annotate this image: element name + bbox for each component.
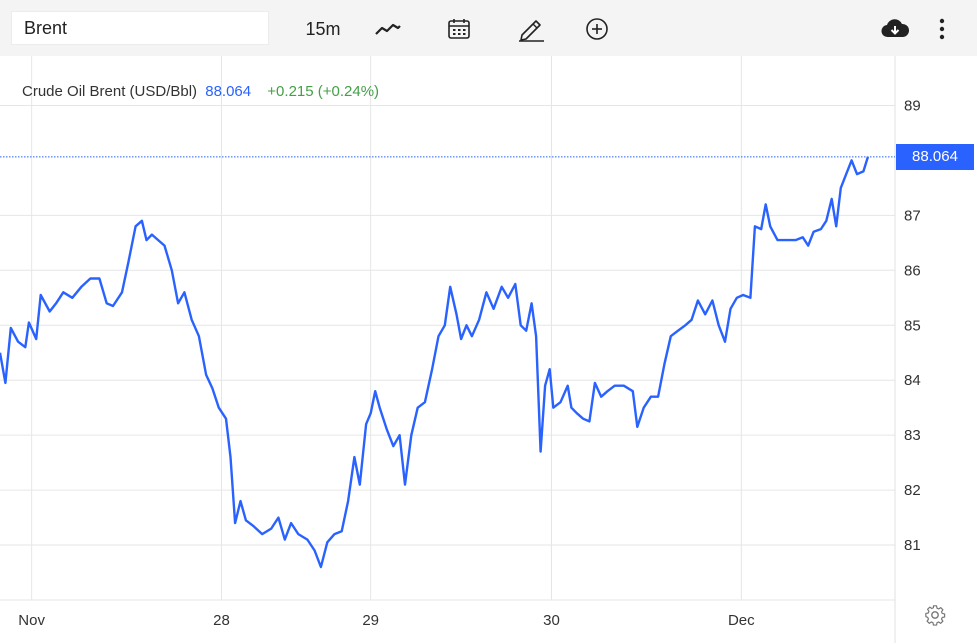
x-tick-label: Nov [18, 612, 45, 629]
grid-vertical [31, 56, 742, 600]
pencil-draw-icon[interactable] [513, 14, 549, 44]
interval-button[interactable]: 15m [305, 18, 341, 39]
add-circle-icon[interactable] [580, 14, 614, 44]
last-price-label: 88.064 [896, 143, 974, 170]
legend-price: 88.064 [205, 83, 252, 100]
x-tick-label: 30 [543, 612, 560, 629]
settings-gear-icon[interactable] [924, 604, 946, 626]
more-vertical-icon[interactable] [930, 14, 954, 44]
line-chart-icon[interactable] [370, 14, 406, 44]
price-series-line [0, 156, 870, 569]
x-axis-labels: Nov 28 29 30 Dec [18, 612, 755, 629]
y-tick-label: 83 [904, 427, 921, 444]
y-tick-label: 89 [904, 97, 921, 114]
y-tick-label: 82 [904, 482, 921, 499]
symbol-input[interactable]: Brent [11, 11, 269, 45]
x-tick-label: Dec [728, 612, 755, 629]
x-tick-label: 29 [362, 612, 379, 629]
y-axis-labels: 81 82 83 84 85 86 87 89 [904, 97, 921, 554]
grid-horizontal [0, 104, 895, 546]
legend-change: +0.215 (+0.24%) [267, 83, 380, 100]
y-tick-label: 81 [904, 537, 921, 554]
legend-name: Crude Oil Brent (USD/Bbl) [22, 83, 198, 100]
cloud-download-icon[interactable] [878, 14, 912, 44]
y-tick-label: 84 [904, 372, 921, 389]
calendar-icon[interactable] [442, 14, 476, 44]
y-tick-label: 87 [904, 207, 921, 224]
chart-legend: Crude Oil Brent (USD/Bbl) 88.064 +0.215 … [22, 83, 379, 100]
symbol-text: Brent [24, 17, 68, 38]
chart-toolbar: Brent 15m [0, 0, 977, 56]
x-tick-label: 28 [213, 612, 230, 629]
y-tick-label: 85 [904, 317, 921, 334]
y-tick-label: 86 [904, 262, 921, 279]
